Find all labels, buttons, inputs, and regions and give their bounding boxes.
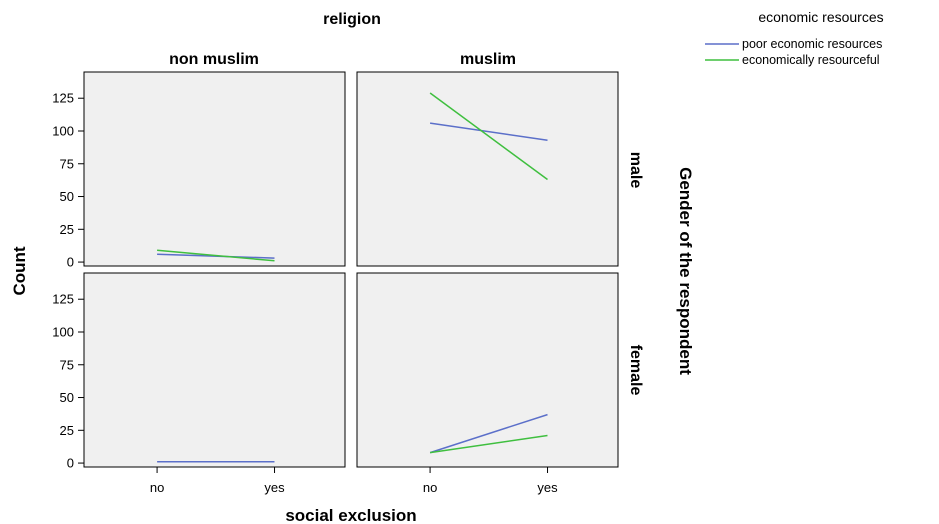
panel-male-non-muslim [83,71,346,267]
row-panel-label: Gender of the respondent [676,167,695,375]
column-header-non-muslim: non muslim [169,51,259,68]
row-header-female: female [627,345,644,396]
panel-female-muslim [356,272,619,468]
y-tick-label: 0 [67,456,74,471]
legend-title: economic resources [758,9,883,25]
y-tick-label: 50 [60,189,74,204]
y-tick-label: 25 [60,423,74,438]
panel-female-non-muslim [83,272,346,468]
chart-title: religion [323,11,381,28]
row-header-male: male [627,152,644,189]
y-tick-label: 100 [52,324,74,339]
y-tick-label: 75 [60,156,74,171]
legend-item-label: poor economic resources [742,37,882,51]
series-line-resourceful-male-non-muslim [157,249,275,262]
y-tick-label: 25 [60,222,74,237]
y-tick-label: 100 [52,123,74,138]
y-axis-label: Count [10,246,29,295]
y-tick-label: 125 [52,292,74,307]
x-axis-label: social exclusion [285,506,416,524]
series-line-poor-male-muslim [429,122,548,141]
x-tick-label: yes [537,480,558,495]
column-header-muslim: muslim [460,51,516,68]
y-tick-label: 50 [60,390,74,405]
y-tick-label: 75 [60,357,74,372]
y-tick-label: 125 [52,91,74,106]
series-line-resourceful-female-muslim [429,434,548,454]
x-tick-label: no [150,480,164,495]
legend-item-label: economically resourceful [742,53,880,67]
x-tick-label: yes [264,480,285,495]
series-line-poor-female-muslim [429,413,548,454]
series-line-resourceful-male-muslim [429,92,548,181]
x-tick-label: no [423,480,437,495]
panel-male-muslim [356,71,619,267]
y-tick-label: 0 [67,255,74,270]
